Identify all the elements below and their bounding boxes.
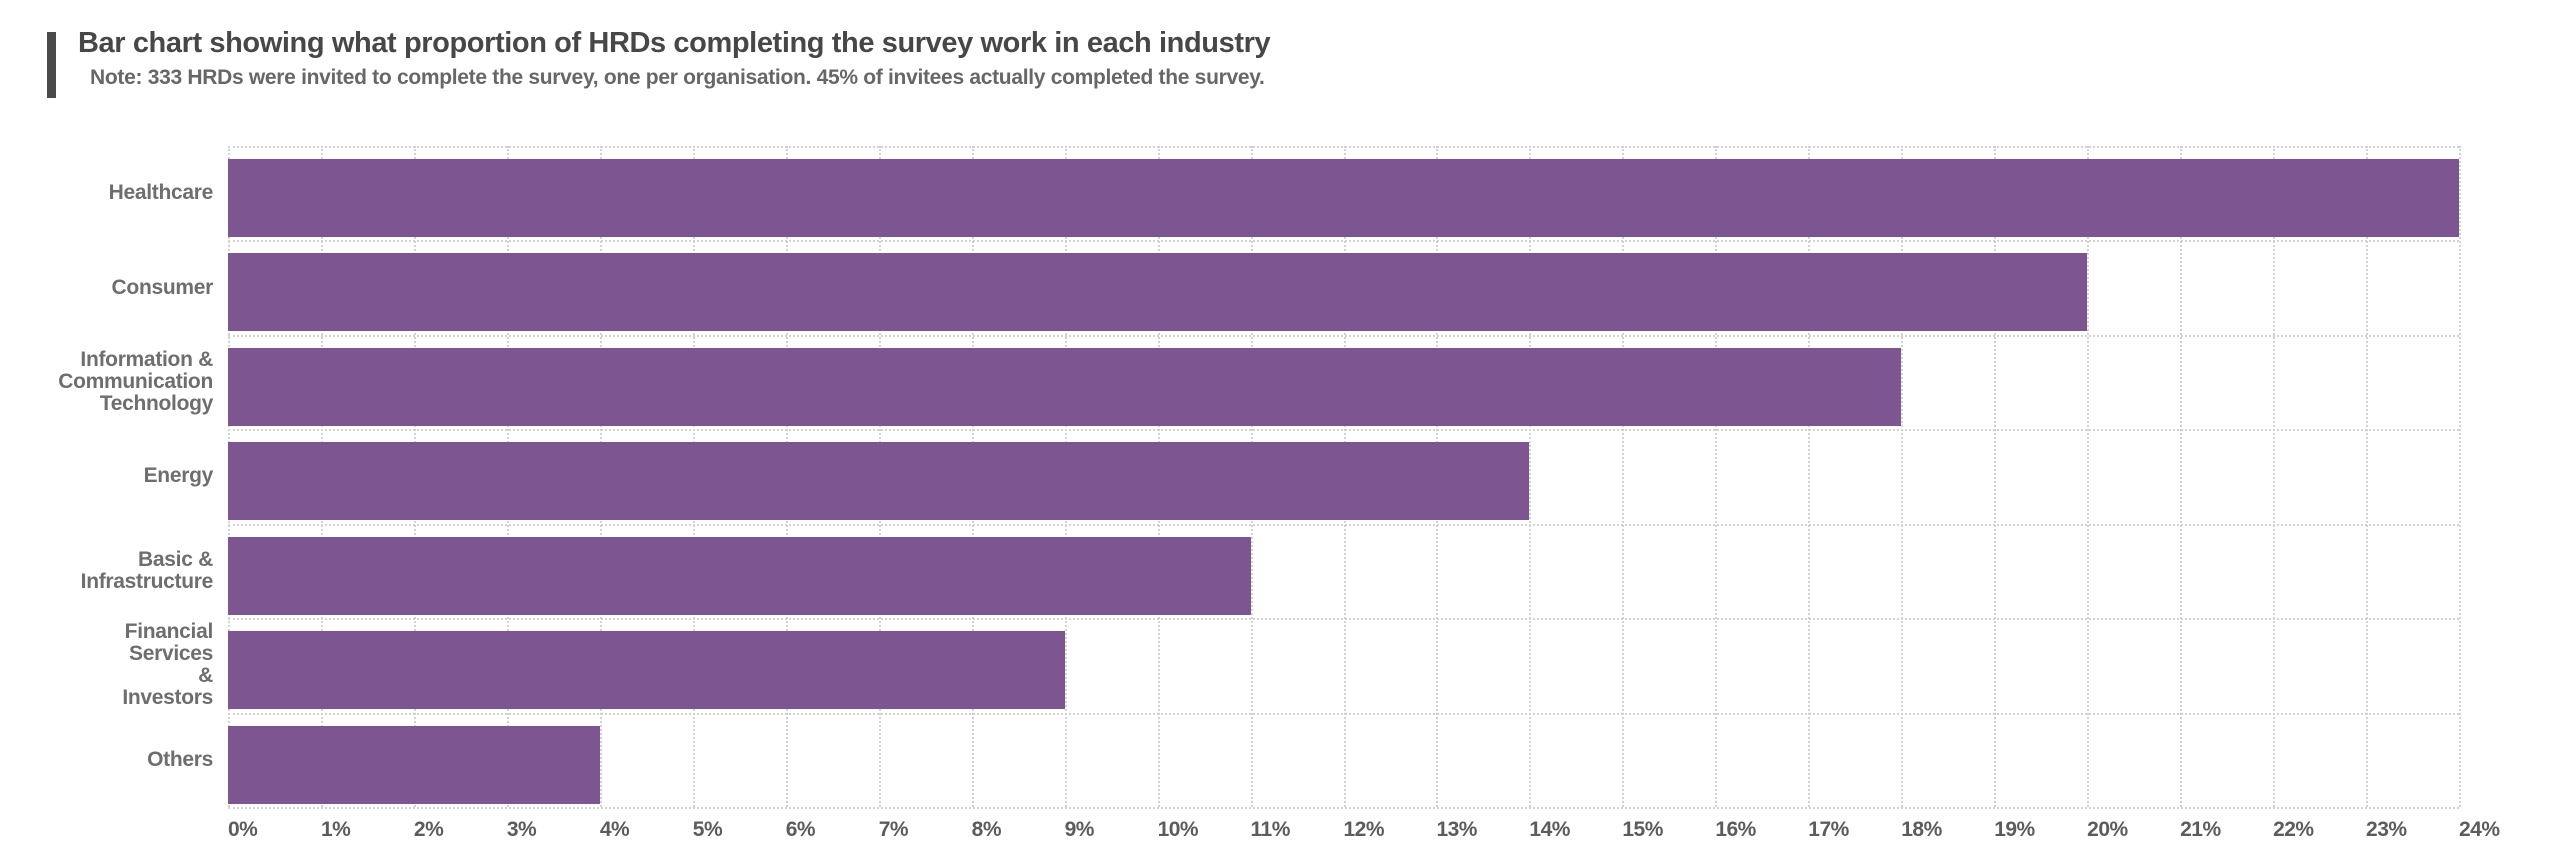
bar-row <box>228 429 2459 523</box>
x-tick-label: 13% <box>1436 818 1477 841</box>
bar-consumer <box>228 253 2088 332</box>
bar-healthcare <box>228 159 2459 237</box>
category-label-row: Basic & Infrastructure <box>0 524 214 618</box>
x-tick-label: 16% <box>1715 818 1756 841</box>
x-tick-label: 4% <box>599 818 630 841</box>
bar-basic-infrastructure <box>228 536 1251 615</box>
x-tick-label: 24% <box>2459 818 2500 841</box>
bar-financial-services-investors <box>228 631 1065 710</box>
category-label: Basic & Infrastructure <box>80 547 214 593</box>
gridline-vertical <box>1529 146 1532 807</box>
x-tick-label: 1% <box>320 818 351 841</box>
gridline-vertical <box>1994 146 1997 807</box>
bar-information-communication-technology <box>228 347 1902 426</box>
category-label-row: Information & Communication Technology <box>0 335 213 429</box>
bar-row <box>228 618 2459 712</box>
bar-energy <box>228 442 1530 521</box>
bar-row <box>228 524 2459 618</box>
x-tick-label: 22% <box>2273 818 2314 841</box>
gridline-vertical <box>2366 146 2369 807</box>
x-tick-label: 8% <box>971 818 1002 841</box>
category-label: Consumer <box>111 275 214 299</box>
category-label: Others <box>147 747 213 771</box>
chart-title: Bar chart showing what proportion of HRD… <box>78 27 1271 59</box>
gridline-vertical <box>1715 146 1718 807</box>
gridline-vertical <box>1622 146 1625 807</box>
x-tick-label: 7% <box>878 818 909 841</box>
x-tick-label: 14% <box>1529 818 1570 841</box>
x-tick-label: 5% <box>692 818 723 841</box>
x-tick-label: 18% <box>1901 818 1942 841</box>
category-label-row: Consumer <box>0 240 214 334</box>
x-tick-label: 11% <box>1250 818 1291 841</box>
category-label-row: Energy <box>0 429 214 523</box>
x-tick-label: 23% <box>2366 818 2407 841</box>
x-tick-label: 19% <box>1994 818 2035 841</box>
category-label-row: Others <box>0 713 213 807</box>
x-axis: 0% 1% 2% 3% 4% 5% 6% 7% 8% 9% 10% 11% 12% 13% 14% 15% 16… <box>228 818 2500 848</box>
gridline-vertical <box>2273 146 2276 807</box>
category-label: Information & Communication Technology <box>58 348 213 416</box>
bar-row <box>228 146 2459 240</box>
category-axis: Healthcare Consumer Information & Communica… <box>0 146 213 807</box>
x-tick-label: 9% <box>1064 818 1095 841</box>
x-tick-label: 12% <box>1343 818 1385 841</box>
x-tick-label: 0% <box>228 818 258 841</box>
x-tick-label: 10% <box>1157 818 1199 841</box>
x-tick-label: 17% <box>1808 818 1849 841</box>
x-tick-label: 20% <box>2087 818 2128 841</box>
chart-note: Note: 333 HRDs were invited to complete … <box>90 66 1265 89</box>
x-tick-label: 21% <box>2180 818 2221 841</box>
x-tick-label: 6% <box>785 818 816 841</box>
plot-area <box>228 146 2461 809</box>
gridline-horizontal <box>228 807 2459 809</box>
gridline-vertical <box>2180 146 2183 807</box>
title-accent-bar <box>47 32 56 98</box>
gridline-vertical <box>2459 146 2461 807</box>
gridline-vertical <box>1901 146 1904 807</box>
category-label: Financial Services & Investors <box>122 620 213 710</box>
bar-row <box>228 240 2459 334</box>
gridline-vertical <box>2087 146 2090 807</box>
category-label: Healthcare <box>108 181 214 205</box>
gridline-vertical <box>1808 146 1811 807</box>
x-tick-label: 3% <box>506 818 537 841</box>
bar-row <box>228 713 2459 807</box>
x-tick-label: 15% <box>1622 818 1663 841</box>
bar-row <box>228 335 2459 429</box>
x-tick-label: 2% <box>413 818 444 841</box>
bar-others <box>228 725 600 804</box>
category-label: Energy <box>143 464 214 488</box>
category-label-row: Healthcare <box>0 146 214 240</box>
category-label-row: Financial Services & Investors <box>0 618 213 712</box>
